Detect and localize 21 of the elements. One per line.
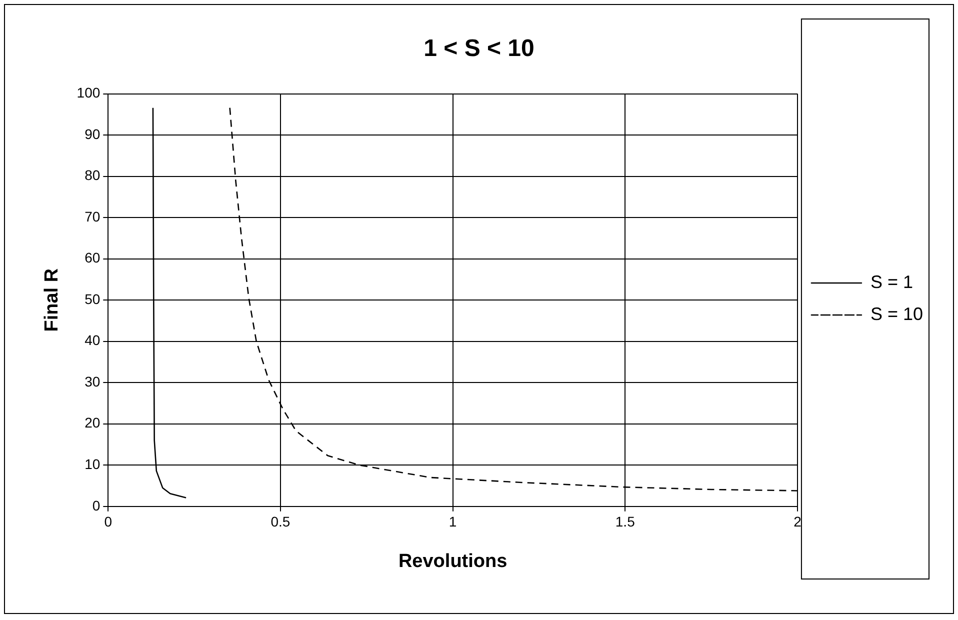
y-tick-label: 80 [84,167,100,184]
legend-label: S = 10 [870,304,924,324]
chart-title: 1 < S < 10 [424,35,534,62]
y-tick-label: 20 [84,414,100,431]
y-tick-label: 70 [84,208,100,224]
y-tick-label: 50 [84,290,100,307]
x-tick-label: 1 [448,514,457,530]
y-tick-label: 100 [76,84,100,101]
x-tick-label: 2 [794,514,802,530]
y-tick-label: 0 [92,497,100,514]
x-tick-label: 1.5 [615,514,636,530]
y-tick-label: 40 [84,332,100,348]
x-tick-label: 0.5 [270,514,290,530]
y-tick-label: 90 [84,126,100,142]
x-tick-label: 0 [104,514,112,530]
y-tick-label: 30 [84,373,100,390]
legend-label: S = 1 [870,272,913,292]
x-axis-title: Revolutions [398,550,508,572]
y-tick-label: 60 [84,250,100,266]
y-tick-label: 10 [84,456,100,472]
y-axis-title: Final R [42,268,63,332]
